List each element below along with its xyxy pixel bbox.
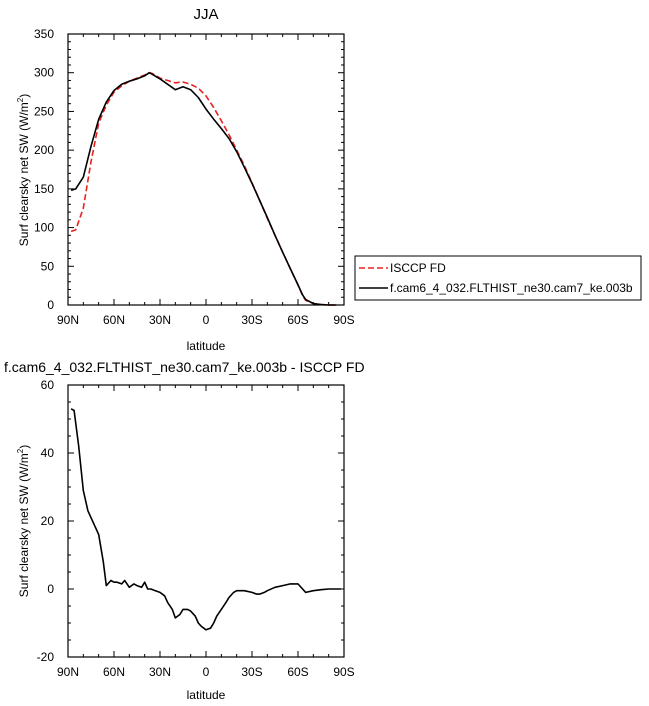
x-tick-label: 30N <box>149 665 171 679</box>
y-tick-label: 300 <box>34 66 54 80</box>
x-tick-label: 0 <box>203 313 210 327</box>
series-line-1 <box>70 71 337 306</box>
y-tick-label: 250 <box>34 104 54 118</box>
x-tick-label: 60N <box>103 665 125 679</box>
y-tick-label: 350 <box>34 27 54 41</box>
x-tick-label: 60S <box>287 665 308 679</box>
legend-label-model: f.cam6_4_032.FLTHIST_ne30.cam7_ke.003b <box>390 281 633 295</box>
y-tick-label: -20 <box>37 650 55 664</box>
x-tick-label: 90S <box>333 665 354 679</box>
y-tick-label: 50 <box>41 259 55 273</box>
y-tick-label: 100 <box>34 221 54 235</box>
y-tick-label: 200 <box>34 143 54 157</box>
x-tick-label: 90N <box>57 313 79 327</box>
bottom-panel: f.cam6_4_032.FLTHIST_ne30.cam7_ke.003b -… <box>4 359 365 702</box>
series-line-0 <box>70 408 341 631</box>
y-tick-label: 0 <box>47 582 54 596</box>
y-tick-label: 60 <box>41 378 55 392</box>
x-tick-label: 30S <box>241 665 262 679</box>
y-tick-label: 0 <box>47 298 54 312</box>
legend: ISCCP FD f.cam6_4_032.FLTHIST_ne30.cam7_… <box>354 255 642 301</box>
top-panel-title: JJA <box>193 6 218 23</box>
top-panel: JJA Surf clearsky net SW (W/m2) latitude… <box>16 6 642 353</box>
x-tick-label: 0 <box>203 665 210 679</box>
bottom-panel-axes: 90N 60N 30N 0 30S 60S 90S -20 0 20 40 60 <box>37 378 355 679</box>
plot-frame <box>67 384 345 658</box>
y-tick-label: 40 <box>41 446 55 460</box>
x-tick-label: 90N <box>57 665 79 679</box>
bottom-panel-y-axis-title: Surf clearsky net SW (W/m2) <box>16 445 31 597</box>
y-tick-label: 20 <box>41 514 55 528</box>
x-tick-label: 30N <box>149 313 171 327</box>
top-panel-x-axis-title: latitude <box>187 339 226 353</box>
x-tick-label: 60N <box>103 313 125 327</box>
series-line-0 <box>70 71 337 306</box>
legend-label-isccp: ISCCP FD <box>390 261 446 275</box>
x-tick-label: 60S <box>287 313 308 327</box>
top-panel-series <box>70 71 337 306</box>
svg-text:Surf clearsky net SW (W/m2): Surf clearsky net SW (W/m2) <box>16 445 31 597</box>
top-panel-y-axis-title: Surf clearsky net SW (W/m2) <box>16 94 31 246</box>
bottom-panel-series <box>70 408 341 631</box>
top-panel-axes: 90N 60N 30N 0 30S 60S 90S 0 50 100 150 200 250 300 350 <box>34 27 355 327</box>
x-tick-label: 90S <box>333 313 354 327</box>
bottom-panel-title: f.cam6_4_032.FLTHIST_ne30.cam7_ke.003b -… <box>4 359 365 375</box>
svg-text:Surf clearsky net SW (W/m2): Surf clearsky net SW (W/m2) <box>16 94 31 246</box>
legend-box <box>354 255 642 301</box>
x-tick-label: 30S <box>241 313 262 327</box>
y-tick-label: 150 <box>34 182 54 196</box>
bottom-panel-x-axis-title: latitude <box>187 688 226 702</box>
plot-frame <box>67 33 345 306</box>
